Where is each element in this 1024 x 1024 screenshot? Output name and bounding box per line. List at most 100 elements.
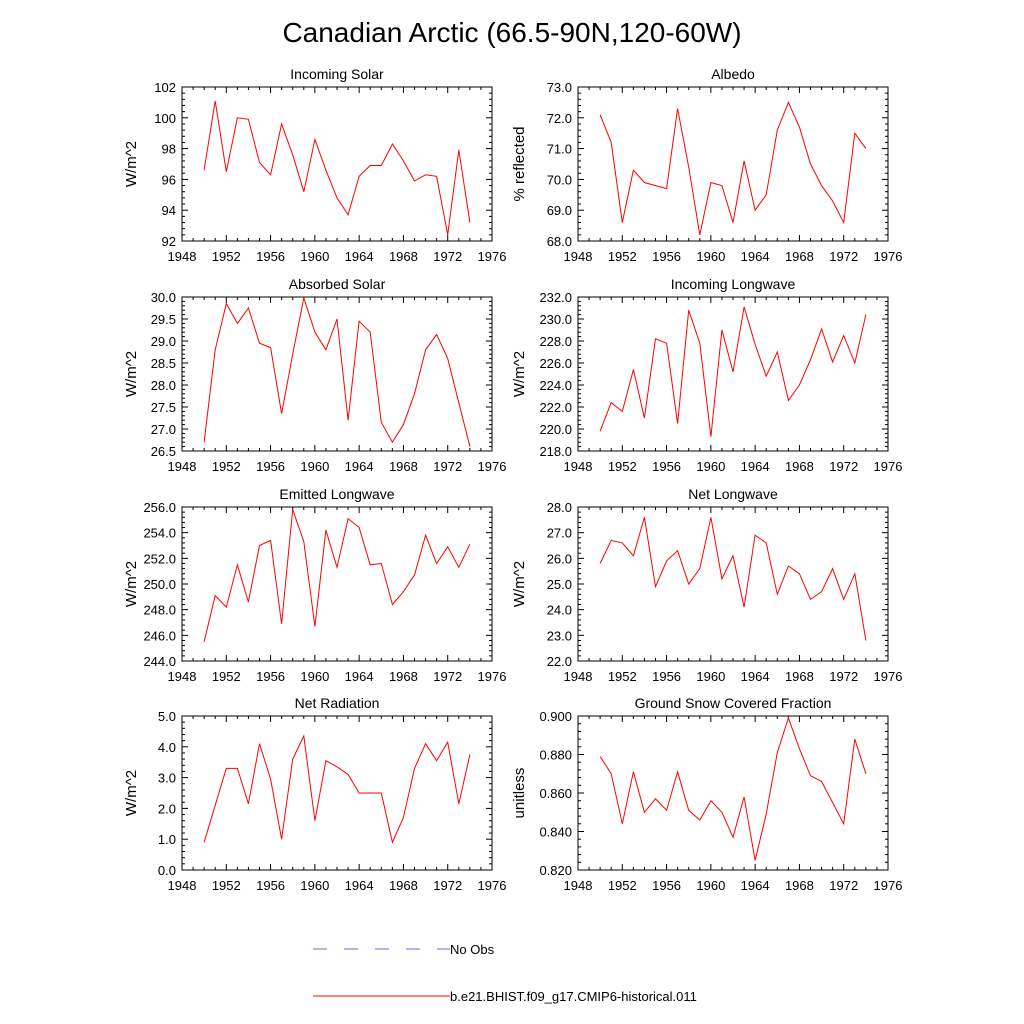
plot-frame: [577, 506, 889, 662]
series-line: [203, 100, 471, 235]
chart-panel-1: Incoming Solar 1948 1952 1956 1960 1964 1968 19…: [123, 66, 506, 264]
x-tick-label: 1956: [256, 669, 285, 684]
x-tick-label: 1976: [874, 459, 903, 474]
y-tick-label: 71.0: [547, 142, 572, 157]
chart-panel-7: Net Radiation 1948 1952 1956 1960 1964 1968 197…: [123, 695, 506, 893]
y-tick-label: 5.0: [158, 709, 176, 724]
x-tick-label: 1964: [345, 669, 374, 684]
chart-panel-4: Incoming Longwave 1948 1952 1956 1960 1964 196…: [511, 276, 902, 474]
y-tick-label: 96: [162, 172, 176, 187]
x-tick-label: 1964: [741, 249, 770, 264]
x-tick-label: 1972: [433, 878, 462, 893]
x-tick-label: 1968: [389, 459, 418, 474]
y-tick-label: 29.0: [151, 334, 176, 349]
x-tick-label: 1968: [389, 669, 418, 684]
x-tick-label: 1948: [564, 878, 593, 893]
series-line: [203, 295, 471, 447]
chart-panel-3: Absorbed Solar 1948 1952 1956 1960 1964 1968 19…: [123, 276, 506, 474]
y-tick-label: 26.5: [151, 444, 176, 459]
x-tick-label: 1960: [300, 878, 329, 893]
x-tick-label: 1968: [785, 249, 814, 264]
x-tick-label: 1972: [829, 459, 858, 474]
x-tick-label: 1968: [785, 878, 814, 893]
x-tick-label: 1972: [829, 669, 858, 684]
y-tick-label: 100: [154, 111, 176, 126]
y-tick-label: 0.820: [539, 863, 572, 878]
y-tick-label: 0.0: [158, 863, 176, 878]
chart-panel-6: Net Longwave 1948 1952 1956 1960 1964 1968 1972…: [511, 486, 902, 684]
y-tick-label: 224.0: [539, 378, 572, 393]
plot-frame: [577, 296, 889, 452]
chart-title: Incoming Solar: [290, 66, 384, 82]
series-line: [599, 517, 867, 641]
x-tick-label: 1956: [256, 878, 285, 893]
x-tick-label: 1956: [652, 669, 681, 684]
x-tick-label: 1960: [696, 878, 725, 893]
legend-no-obs-label: No Obs: [450, 942, 495, 957]
x-tick-label: 1952: [212, 669, 241, 684]
x-tick-label: 1968: [785, 459, 814, 474]
y-tick-label: 28.0: [151, 378, 176, 393]
y-tick-label: 254.0: [143, 526, 176, 541]
x-tick-label: 1972: [829, 249, 858, 264]
y-tick-label: 0.880: [539, 748, 572, 763]
y-tick-label: 228.0: [539, 334, 572, 349]
series-line: [599, 306, 867, 437]
x-tick-label: 1956: [256, 459, 285, 474]
y-tick-label: 73.0: [547, 80, 572, 95]
y-tick-label: 102: [154, 80, 176, 95]
y-tick-label: 28.5: [151, 356, 176, 371]
chart-title: Incoming Longwave: [671, 276, 796, 292]
y-tick-label: 250.0: [143, 577, 176, 592]
x-tick-label: 1960: [696, 249, 725, 264]
x-tick-label: 1972: [829, 878, 858, 893]
x-tick-label: 1972: [433, 249, 462, 264]
figure-title: Canadian Arctic (66.5-90N,120-60W): [282, 17, 741, 48]
legend: No Obs b.e21.BHIST.f09_g17.CMIP6-historic…: [313, 942, 697, 1004]
y-tick-label: 28.0: [547, 500, 572, 515]
y-axis-label: unitless: [511, 768, 528, 819]
chart-panel-8: Ground Snow Covered Fraction 1948 1952 1956…: [511, 695, 902, 893]
y-tick-label: 0.900: [539, 709, 572, 724]
x-tick-label: 1948: [168, 249, 197, 264]
y-axis-label: W/m^2: [511, 561, 528, 607]
x-tick-label: 1964: [345, 459, 374, 474]
y-tick-label: 94: [162, 203, 176, 218]
y-tick-label: 218.0: [539, 444, 572, 459]
plot-frame: [181, 86, 493, 242]
series-line: [599, 101, 867, 235]
x-tick-label: 1968: [389, 878, 418, 893]
x-tick-label: 1952: [608, 459, 637, 474]
y-tick-label: 4.0: [158, 740, 176, 755]
y-tick-label: 2.0: [158, 801, 176, 816]
x-tick-label: 1948: [168, 878, 197, 893]
series-line: [203, 734, 471, 844]
y-axis-label: W/m^2: [511, 351, 528, 397]
x-tick-label: 1956: [652, 249, 681, 264]
y-tick-label: 244.0: [143, 654, 176, 669]
y-tick-label: 23.0: [547, 628, 572, 643]
plot-frame: [181, 506, 493, 662]
y-tick-label: 27.0: [547, 526, 572, 541]
y-tick-label: 98: [162, 142, 176, 157]
panels-group: Incoming Solar 1948 1952 1956 1960 1964 1968 19…: [123, 66, 902, 893]
x-tick-label: 1952: [212, 878, 241, 893]
x-tick-label: 1972: [433, 459, 462, 474]
y-tick-label: 24.0: [547, 603, 572, 618]
y-tick-label: 0.840: [539, 825, 572, 840]
y-tick-label: 26.0: [547, 551, 572, 566]
series-line: [203, 509, 471, 642]
series-line: [599, 716, 867, 861]
x-tick-label: 1960: [300, 459, 329, 474]
y-tick-label: 232.0: [539, 290, 572, 305]
x-tick-label: 1952: [608, 669, 637, 684]
x-tick-label: 1964: [741, 669, 770, 684]
x-tick-label: 1964: [345, 249, 374, 264]
x-tick-label: 1956: [652, 459, 681, 474]
chart-title: Net Radiation: [295, 695, 380, 711]
y-tick-label: 68.0: [547, 234, 572, 249]
x-tick-label: 1948: [564, 669, 593, 684]
x-tick-label: 1948: [564, 249, 593, 264]
y-tick-label: 256.0: [143, 500, 176, 515]
